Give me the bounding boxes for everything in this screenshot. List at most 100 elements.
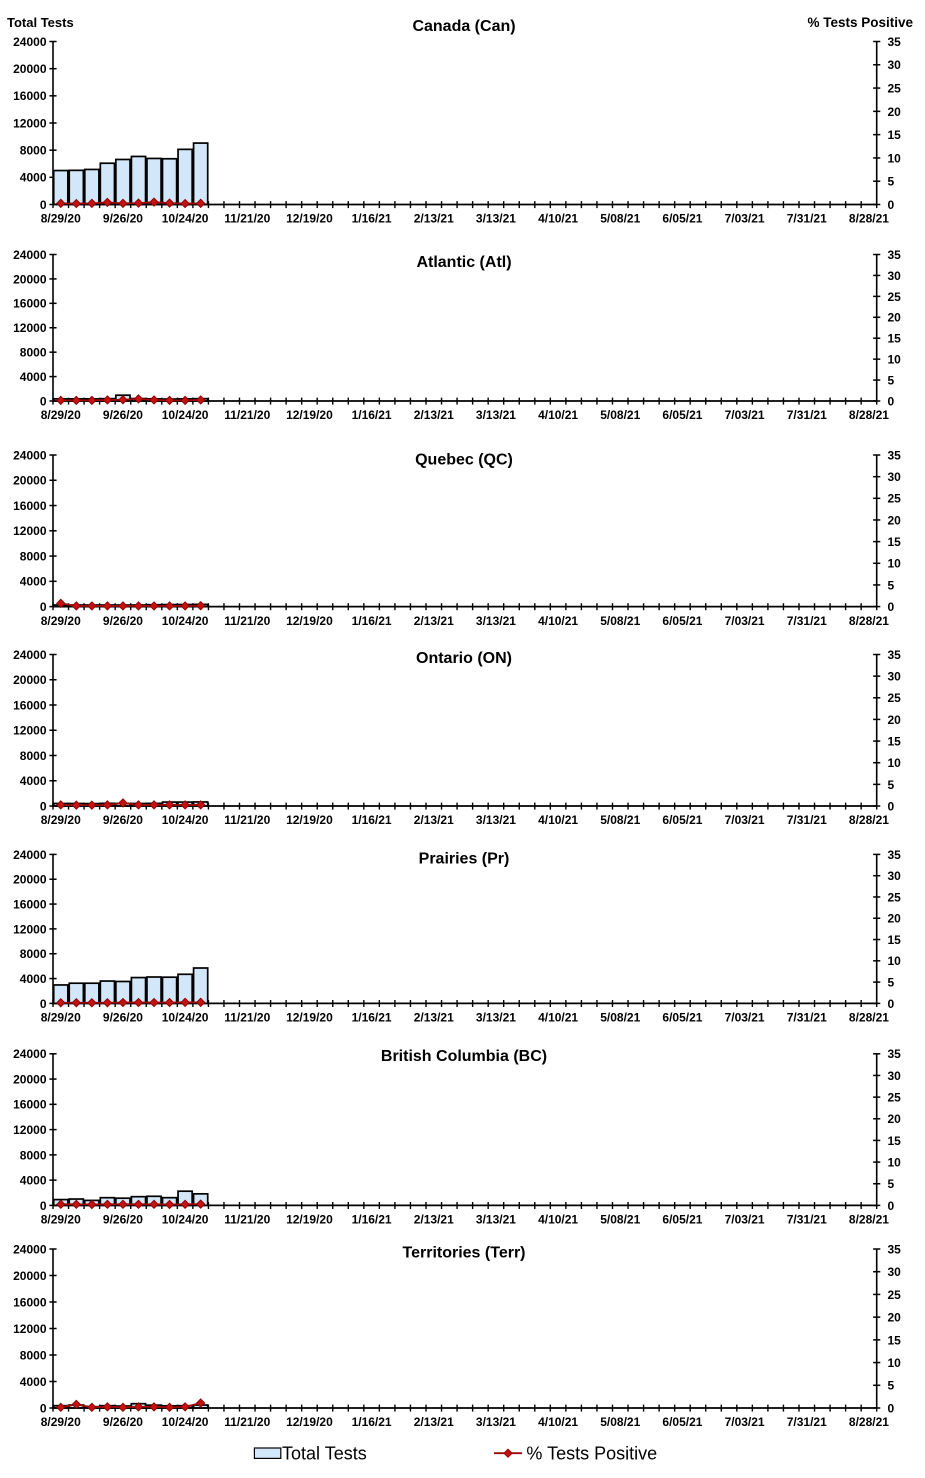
svg-text:8/29/20: 8/29/20 <box>41 212 81 226</box>
svg-text:6/05/21: 6/05/21 <box>662 1415 702 1429</box>
svg-text:12/19/20: 12/19/20 <box>286 813 333 827</box>
svg-text:11/21/20: 11/21/20 <box>224 813 270 827</box>
svg-text:4000: 4000 <box>20 774 47 788</box>
svg-text:11/21/20: 11/21/20 <box>224 1011 270 1025</box>
svg-text:25: 25 <box>888 81 902 95</box>
svg-text:16000: 16000 <box>13 1295 47 1309</box>
svg-text:15: 15 <box>888 535 902 549</box>
svg-text:4/10/21: 4/10/21 <box>538 1415 578 1429</box>
svg-text:10: 10 <box>888 353 902 367</box>
svg-text:8/29/20: 8/29/20 <box>41 1415 81 1429</box>
svg-text:0: 0 <box>888 997 895 1011</box>
svg-text:8/29/20: 8/29/20 <box>41 1011 81 1025</box>
svg-text:15: 15 <box>888 933 902 947</box>
svg-text:8/28/21: 8/28/21 <box>849 813 889 827</box>
svg-text:4/10/21: 4/10/21 <box>538 1213 578 1227</box>
svg-text:20000: 20000 <box>13 1269 47 1283</box>
svg-text:8000: 8000 <box>20 1348 47 1362</box>
svg-text:2/13/21: 2/13/21 <box>414 212 454 226</box>
svg-text:3/13/21: 3/13/21 <box>476 614 516 628</box>
svg-text:20000: 20000 <box>13 873 47 887</box>
svg-text:Canada (Can): Canada (Can) <box>412 18 515 35</box>
svg-text:20000: 20000 <box>13 62 47 76</box>
svg-text:6/05/21: 6/05/21 <box>662 813 702 827</box>
svg-text:10: 10 <box>888 557 902 571</box>
svg-text:5: 5 <box>888 578 895 592</box>
svg-text:7/03/21: 7/03/21 <box>725 1415 765 1429</box>
svg-text:30: 30 <box>888 470 902 484</box>
svg-text:6/05/21: 6/05/21 <box>662 408 702 422</box>
svg-text:9/26/20: 9/26/20 <box>103 1011 143 1025</box>
svg-text:4000: 4000 <box>20 370 47 384</box>
svg-text:British Columbia (BC): British Columbia (BC) <box>381 1048 547 1065</box>
svg-text:0: 0 <box>888 1401 895 1415</box>
svg-text:1/16/21: 1/16/21 <box>352 1011 392 1025</box>
svg-text:7/03/21: 7/03/21 <box>725 1011 765 1025</box>
svg-text:8/28/21: 8/28/21 <box>849 212 889 226</box>
svg-text:35: 35 <box>888 648 902 662</box>
svg-text:8000: 8000 <box>20 549 47 563</box>
svg-text:25: 25 <box>888 290 902 304</box>
svg-text:5: 5 <box>888 373 895 387</box>
svg-text:24000: 24000 <box>13 248 47 262</box>
svg-text:25: 25 <box>888 890 902 904</box>
svg-text:7/03/21: 7/03/21 <box>725 408 765 422</box>
svg-text:8000: 8000 <box>20 144 47 158</box>
svg-text:7/31/21: 7/31/21 <box>787 1415 827 1429</box>
svg-text:8/28/21: 8/28/21 <box>849 614 889 628</box>
svg-text:25: 25 <box>888 492 902 506</box>
svg-text:16000: 16000 <box>13 297 47 311</box>
svg-text:12/19/20: 12/19/20 <box>286 1415 333 1429</box>
svg-text:Territories (Terr): Territories (Terr) <box>403 1244 526 1261</box>
svg-text:8/28/21: 8/28/21 <box>849 1011 889 1025</box>
svg-text:30: 30 <box>888 269 902 283</box>
svg-text:24000: 24000 <box>13 648 47 662</box>
svg-text:35: 35 <box>888 1047 902 1061</box>
svg-text:1/16/21: 1/16/21 <box>352 813 392 827</box>
svg-text:Prairies (Pr): Prairies (Pr) <box>419 850 510 867</box>
svg-text:12/19/20: 12/19/20 <box>286 1213 333 1227</box>
svg-text:10: 10 <box>888 954 902 968</box>
svg-text:20: 20 <box>888 912 902 926</box>
svg-text:7/31/21: 7/31/21 <box>787 614 827 628</box>
svg-text:% Tests Positive: % Tests Positive <box>807 15 913 30</box>
svg-text:5/08/21: 5/08/21 <box>600 813 640 827</box>
svg-text:7/31/21: 7/31/21 <box>787 408 827 422</box>
svg-text:20: 20 <box>888 513 902 527</box>
svg-text:1/16/21: 1/16/21 <box>352 212 392 226</box>
svg-text:11/21/20: 11/21/20 <box>224 1415 270 1429</box>
svg-text:10/24/20: 10/24/20 <box>162 408 209 422</box>
svg-text:7/03/21: 7/03/21 <box>725 1213 765 1227</box>
svg-text:7/31/21: 7/31/21 <box>787 212 827 226</box>
svg-text:7/31/21: 7/31/21 <box>787 1011 827 1025</box>
svg-text:0: 0 <box>40 394 47 408</box>
svg-text:4/10/21: 4/10/21 <box>538 614 578 628</box>
svg-text:24000: 24000 <box>13 448 47 462</box>
svg-text:6/05/21: 6/05/21 <box>662 614 702 628</box>
svg-text:35: 35 <box>888 848 902 862</box>
svg-text:24000: 24000 <box>13 35 47 49</box>
svg-text:25: 25 <box>888 1288 902 1302</box>
svg-text:12/19/20: 12/19/20 <box>286 614 333 628</box>
svg-text:6/05/21: 6/05/21 <box>662 212 702 226</box>
svg-text:4/10/21: 4/10/21 <box>538 813 578 827</box>
svg-text:9/26/20: 9/26/20 <box>103 614 143 628</box>
svg-text:2/13/21: 2/13/21 <box>414 408 454 422</box>
svg-text:35: 35 <box>888 248 902 262</box>
svg-text:20: 20 <box>888 1311 902 1325</box>
svg-text:5/08/21: 5/08/21 <box>600 212 640 226</box>
svg-text:4000: 4000 <box>20 1174 47 1188</box>
svg-text:1/16/21: 1/16/21 <box>352 1415 392 1429</box>
svg-text:3/13/21: 3/13/21 <box>476 1011 516 1025</box>
svg-text:6/05/21: 6/05/21 <box>662 1213 702 1227</box>
svg-text:20: 20 <box>888 105 902 119</box>
svg-text:% Tests Positive: % Tests Positive <box>526 1444 657 1464</box>
svg-text:8000: 8000 <box>20 749 47 763</box>
svg-text:15: 15 <box>888 734 902 748</box>
svg-text:9/26/20: 9/26/20 <box>103 212 143 226</box>
svg-text:9/26/20: 9/26/20 <box>103 1213 143 1227</box>
svg-text:10: 10 <box>888 151 902 165</box>
svg-text:5: 5 <box>888 175 895 189</box>
svg-text:16000: 16000 <box>13 89 47 103</box>
svg-text:4000: 4000 <box>20 1375 47 1389</box>
